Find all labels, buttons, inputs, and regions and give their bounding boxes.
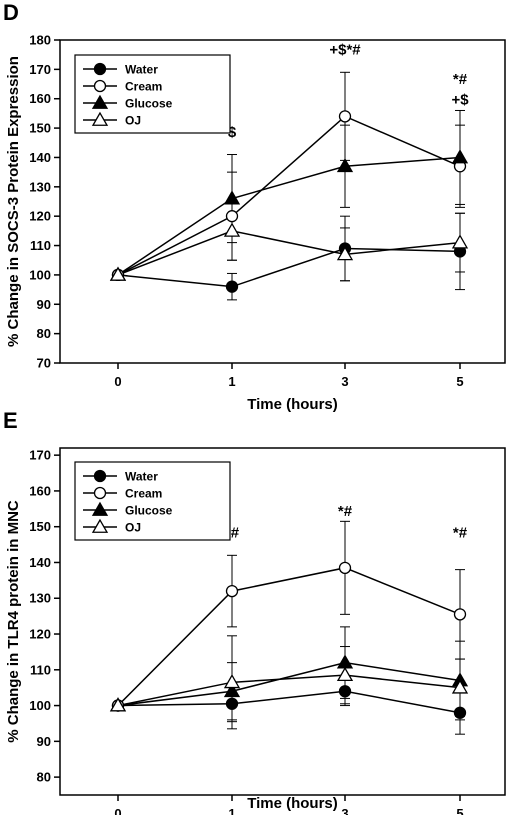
x-tick-label: 5: [456, 806, 463, 815]
significance-annotation: *#: [338, 503, 353, 520]
data-point-glucose: [223, 682, 241, 698]
significance-annotation: $: [228, 124, 237, 141]
data-point-oj: [223, 222, 241, 237]
series-line-cream: [117, 567, 461, 707]
legend-marker-glucose: [91, 94, 109, 109]
data-point-cream: [225, 584, 239, 598]
data-point-oj: [336, 246, 354, 261]
data-point-glucose: [451, 149, 469, 164]
legend-label: Cream: [125, 80, 162, 94]
legend-marker-water: [93, 469, 107, 483]
significance-annotation: +$: [451, 92, 469, 109]
legend-label: Glucose: [125, 504, 173, 518]
series-line-cream: [117, 115, 461, 276]
data-point-oj: [223, 674, 241, 689]
series-line-water: [117, 247, 461, 288]
x-tick-label: 0: [114, 374, 121, 389]
data-point-oj: [109, 266, 127, 281]
x-tick-label: 0: [114, 806, 121, 815]
y-tick-label: 170: [29, 448, 51, 463]
y-tick-label: 110: [30, 662, 51, 677]
y-tick-label: 140: [29, 150, 51, 165]
x-axis-label: Time (hours): [247, 396, 338, 413]
data-point-glucose: [336, 654, 354, 669]
chart-panel-e: E 80 90 100 110 120 130 140 150 160 170 0 1 3 5 Time (h…: [3, 408, 506, 815]
y-tick-label: 140: [29, 555, 51, 570]
y-tick-label: 130: [29, 179, 51, 194]
y-tick-label: 70: [37, 356, 51, 371]
x-tick-label: 5: [456, 374, 463, 389]
legend-label: OJ: [125, 521, 141, 535]
y-tick-label: 160: [29, 91, 51, 106]
y-tick-label: 110: [30, 238, 51, 253]
series-line-water: [117, 690, 461, 714]
legend-label: Cream: [125, 487, 162, 501]
series-line-glucose: [117, 661, 461, 707]
plot-frame: [59, 447, 506, 796]
series-line-oj: [117, 230, 461, 276]
y-axis-label: % Change in SOCS-3 Protein Expression: [5, 56, 22, 347]
y-tick-label: 100: [29, 267, 51, 282]
data-point-glucose: [223, 190, 241, 205]
data-point-water: [453, 706, 467, 719]
data-point-cream: [338, 561, 352, 574]
significance-annotation: *#: [453, 524, 468, 541]
data-point-water: [338, 685, 352, 698]
legend-label: Water: [125, 63, 158, 77]
plot-frame: [59, 39, 506, 364]
y-tick-label: 150: [29, 519, 51, 534]
y-tick-label: 80: [37, 326, 51, 341]
significance-annotation: *#: [453, 71, 468, 88]
series-line-glucose: [117, 156, 461, 276]
y-tick-label: 120: [29, 627, 51, 642]
y-tick-label: 120: [29, 209, 51, 224]
x-axis-label: Time (hours): [247, 795, 338, 812]
legend-marker-cream: [93, 486, 107, 500]
data-point-oj: [336, 666, 354, 682]
y-tick-label: 130: [29, 591, 51, 606]
data-point-oj: [451, 679, 469, 694]
series-line-oj: [117, 674, 461, 707]
x-tick-label: 3: [341, 806, 348, 815]
x-tick-label: 1: [228, 806, 235, 815]
y-tick-label: 90: [37, 297, 51, 312]
y-tick-label: 80: [37, 770, 51, 785]
x-tick-label: 1: [228, 374, 235, 389]
y-tick-label: 160: [29, 483, 51, 498]
legend-marker-cream: [93, 79, 107, 93]
y-tick-label: 90: [37, 734, 51, 749]
x-tick-label: 3: [341, 374, 348, 389]
data-point-cream: [453, 608, 467, 621]
legend-label: Water: [125, 470, 158, 484]
legend-marker-glucose: [91, 501, 109, 516]
significance-annotation: +$*#: [329, 42, 361, 59]
data-point-glucose: [336, 157, 354, 173]
y-axis-label: % Change in TLR4 protein in MNC: [5, 500, 22, 743]
data-point-cream: [225, 210, 239, 223]
legend-marker-water: [93, 62, 107, 76]
data-point-oj: [109, 697, 127, 712]
y-tick-label: 170: [29, 62, 51, 77]
y-tick-label: 180: [29, 33, 51, 48]
data-point-water: [225, 697, 239, 710]
data-point-cream: [338, 110, 352, 123]
legend-marker-oj: [91, 518, 109, 533]
y-tick-label: 100: [29, 698, 51, 713]
data-point-water: [225, 280, 239, 293]
chart-panel-d: D 70 80 90 100 110 120 130 140 150 160 170 180 0 1 3 5 Ti…: [3, 0, 506, 413]
y-tick-label: 150: [29, 121, 51, 136]
data-point-oj: [451, 234, 469, 249]
panel-letter: D: [3, 0, 19, 25]
legend-label: Glucose: [125, 97, 173, 111]
legend-marker-oj: [91, 111, 109, 126]
legend-label: OJ: [125, 114, 141, 128]
panel-letter: E: [3, 408, 18, 433]
